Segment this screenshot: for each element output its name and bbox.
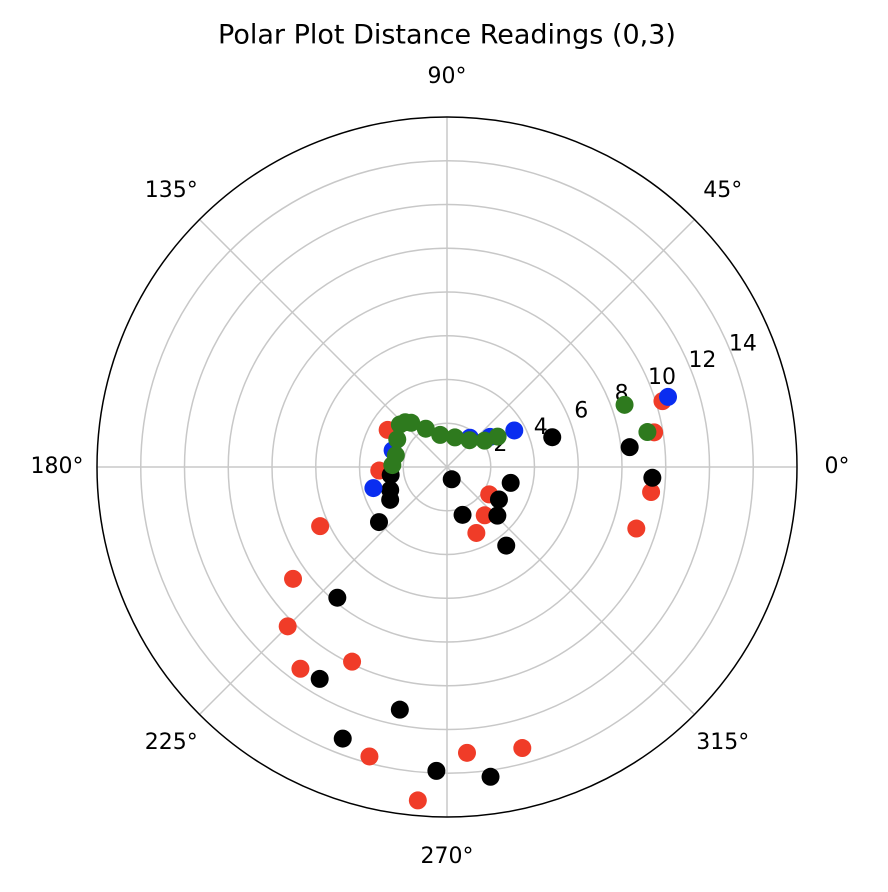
point [431, 425, 450, 444]
point [284, 569, 303, 588]
point [620, 438, 639, 457]
point [291, 659, 310, 678]
grid-spoke [198, 466, 448, 716]
chart-title: Polar Plot Distance Readings (0,3) [218, 20, 676, 51]
point [475, 506, 494, 525]
point [278, 617, 297, 636]
point [388, 430, 407, 449]
point [642, 483, 661, 502]
point [333, 729, 352, 748]
point [543, 428, 562, 447]
r-tick-label: 12 [688, 348, 716, 373]
theta-tick-label: 45° [703, 178, 742, 203]
point [381, 490, 400, 509]
point [360, 747, 379, 766]
point [442, 470, 461, 489]
point [488, 427, 507, 446]
point [643, 468, 662, 487]
point [460, 431, 479, 450]
point [659, 387, 678, 406]
point [402, 413, 421, 432]
point [311, 517, 330, 536]
point [501, 473, 520, 492]
grid-spoke [446, 466, 696, 716]
r-tick-label: 6 [574, 398, 588, 423]
point [364, 479, 383, 498]
point [481, 767, 500, 786]
point [390, 700, 409, 719]
point [310, 669, 329, 688]
point [467, 523, 486, 542]
theta-tick-label: 225° [145, 730, 198, 755]
point [615, 395, 634, 414]
point [427, 761, 446, 780]
theta-tick-label: 0° [825, 454, 850, 479]
point [638, 423, 657, 442]
theta-tick-label: 180° [31, 454, 84, 479]
point [408, 791, 427, 810]
point [453, 505, 472, 524]
point [489, 490, 508, 509]
point [627, 519, 646, 538]
point [488, 506, 507, 525]
polar-frame [96, 116, 798, 818]
point [445, 428, 464, 447]
theta-tick-label: 315° [696, 730, 749, 755]
point [497, 536, 516, 555]
theta-tick-label: 270° [421, 844, 474, 869]
point [328, 588, 347, 607]
r-tick-label: 14 [729, 331, 757, 356]
point [343, 652, 362, 671]
point [416, 419, 435, 438]
point [369, 513, 388, 532]
theta-tick-label: 135° [145, 178, 198, 203]
point [383, 456, 402, 475]
point [505, 421, 524, 440]
theta-tick-label: 90° [428, 64, 467, 89]
grid-spoke [446, 218, 696, 468]
point [457, 743, 476, 762]
r-tick-label: 10 [648, 365, 676, 390]
point [513, 739, 532, 758]
